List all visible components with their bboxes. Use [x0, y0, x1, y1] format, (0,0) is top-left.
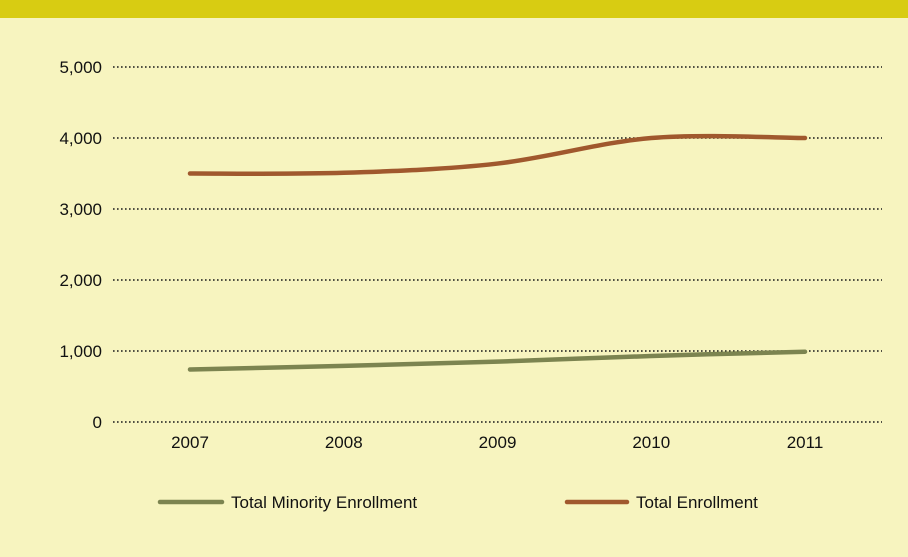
legend-item: Total Enrollment — [564, 493, 758, 512]
y-tick-label: 5,000 — [59, 58, 102, 77]
x-tick-label: 2007 — [171, 433, 209, 452]
x-tick-label: 2008 — [325, 433, 363, 452]
y-axis-tick-labels: 0 1,000 2,000 3,000 4,000 5,000 — [59, 58, 102, 432]
series-line-total-enrollment — [187, 133, 808, 176]
series-layer — [187, 133, 808, 372]
y-tick-label: 4,000 — [59, 129, 102, 148]
y-tick-label: 2,000 — [59, 271, 102, 290]
x-axis-tick-labels: 2007 2008 2009 2010 2011 — [171, 433, 823, 452]
y-tick-label: 1,000 — [59, 342, 102, 361]
legend-item: Total Minority Enrollment — [157, 493, 417, 512]
y-tick-label: 0 — [93, 413, 102, 432]
series-line-total-minority-enrollment — [187, 349, 808, 372]
legend: Total Minority Enrollment Total Enrollmen… — [157, 493, 758, 512]
top-color-band — [0, 0, 908, 18]
x-tick-label: 2010 — [632, 433, 670, 452]
y-tick-label: 3,000 — [59, 200, 102, 219]
legend-label: Total Minority Enrollment — [231, 493, 417, 512]
x-tick-label: 2011 — [787, 433, 824, 452]
legend-label: Total Enrollment — [636, 493, 758, 512]
x-tick-label: 2009 — [479, 433, 517, 452]
